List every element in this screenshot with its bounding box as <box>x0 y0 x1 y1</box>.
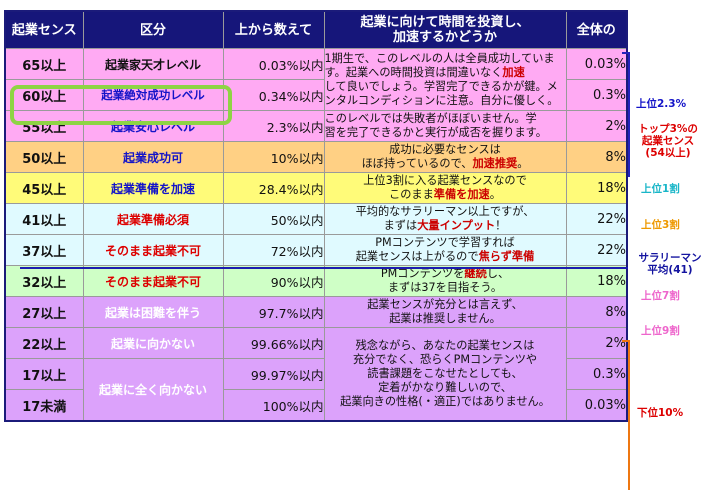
side-top3: トップ3%の 起業センス (54以上) <box>638 123 698 159</box>
count-cell: 0.34%以内 <box>222 79 325 111</box>
header-count: 上から数えて <box>222 10 325 49</box>
whole-cell: 2% <box>565 110 628 142</box>
side-top7: 上位7割 <box>641 290 680 302</box>
whole-cell: 0.3% <box>565 79 628 111</box>
category-cell: 起業安心レベル <box>82 110 224 142</box>
category-cell: 起業は困難を伴う <box>82 296 224 328</box>
score-cell: 65以上 <box>4 48 84 80</box>
side-top3wari: 上位3割 <box>641 219 680 231</box>
score-cell: 41以上 <box>4 203 84 235</box>
category-cell: そのまま起業不可 <box>82 234 224 266</box>
bracket-bottom-line <box>628 340 630 490</box>
count-cell: 97.7%以内 <box>222 296 325 328</box>
table-row: 41以上 起業準備必須 50%以内 平均的なサラリーマン以上ですが、 まずは大量イ… <box>4 203 628 235</box>
category-cell: 起業準備を加速 <box>82 172 224 204</box>
count-cell: 10%以内 <box>222 141 325 173</box>
side-bottom10: 下位10% <box>637 407 684 419</box>
side-top9: 上位9割 <box>641 325 680 337</box>
score-cell: 17未満 <box>4 389 84 422</box>
whole-cell: 2% <box>565 327 628 359</box>
header-row: 起業センス 区分 上から数えて 起業に向けて時間を投資し、 加速するかどうか 全体… <box>4 10 628 49</box>
side-top23: 上位2.3% <box>636 98 687 110</box>
desc-cell: 起業センスが充分とは言えず、 起業は推奨しません。 <box>323 296 567 328</box>
score-cell: 37以上 <box>4 234 84 266</box>
desc-cell: 1期生で、このレベルの人は全員成功していま す。起業への時間投資は間違いなく加速… <box>323 48 567 111</box>
table-row: 22以上 起業に向かない 99.66%以内 残念ながら、あなたの起業センスは 充… <box>4 327 628 422</box>
desc-cell: 平均的なサラリーマン以上ですが、 まずは大量インプット！ <box>323 203 567 235</box>
score-cell: 45以上 <box>4 172 84 204</box>
count-cell: 50%以内 <box>222 203 325 235</box>
whole-cell: 8% <box>565 141 628 173</box>
category-cell: 起業に向かない <box>82 327 224 359</box>
highlight-frame <box>10 85 232 125</box>
score-cell: 50以上 <box>4 141 84 173</box>
side-average: サラリーマン 平均(41) <box>638 252 702 276</box>
table-row: 45以上 起業準備を加速 28.4%以内 上位3割に入る起業センスなので このまま… <box>4 172 628 204</box>
table-row: 17以上 起業に全く向かない 99.97%以内 0.3% <box>4 358 628 422</box>
count-cell: 99.66%以内 <box>222 327 325 359</box>
score-cell: 55以上 <box>4 110 84 142</box>
category-cell: 起業準備必須 <box>82 203 224 235</box>
count-cell: 72%以内 <box>222 234 325 266</box>
whole-cell: 18% <box>565 172 628 204</box>
side-top1: 上位1割 <box>641 183 680 195</box>
header-desc: 起業に向けて時間を投資し、 加速するかどうか <box>323 10 567 49</box>
whole-cell: 8% <box>565 296 628 328</box>
bracket-top-cap <box>622 52 630 54</box>
desc-cell: 残念ながら、あなたの起業センスは 充分でなく、恐らくPMコンテンツや 読書課題を… <box>323 327 567 422</box>
whole-cell: 22% <box>565 234 628 266</box>
desc-cell: 成功に必要なセンスは ほぼ持っているので、加速推奨。 <box>323 141 567 173</box>
sense-table: 起業センス 区分 上から数えて 起業に向けて時間を投資し、 加速するかどうか 全体… <box>4 10 628 422</box>
whole-cell: 22% <box>565 203 628 235</box>
whole-cell: 18% <box>565 265 628 297</box>
desc-cell: 上位3割に入る起業センスなので このまま準備を加速。 <box>323 172 567 204</box>
table-row: 27以上 起業は困難を伴う 97.7%以内 起業センスが充分とは言えず、 起業は推… <box>4 296 628 328</box>
header-category: 区分 <box>82 10 224 49</box>
score-cell: 27以上 <box>4 296 84 328</box>
category-cell: そのまま起業不可 <box>82 265 224 297</box>
score-cell: 32以上 <box>4 265 84 297</box>
table-row: 65以上 起業家天才レベル 0.03%以内 1期生で、このレベルの人は全員成功し… <box>4 48 628 111</box>
average-divider <box>20 267 628 269</box>
count-cell: 90%以内 <box>222 265 325 297</box>
desc-cell: PMコンテンツで学習すれば 起業センスは上がるので焦らず準備 <box>323 234 567 266</box>
count-cell: 2.3%以内 <box>222 110 325 142</box>
whole-cell: 0.03% <box>565 389 628 422</box>
whole-cell: 0.3% <box>565 358 628 390</box>
bracket-top-line <box>628 52 630 177</box>
table-row: 55以上 起業安心レベル 2.3%以内 このレベルでは失敗者がほぼいません。学習… <box>4 110 628 142</box>
table-row: 17未満 100%以内 0.03% <box>4 389 628 422</box>
category-cell: 起業成功可 <box>82 141 224 173</box>
bracket-bottom-cap <box>622 340 630 342</box>
category-cell: 起業に全く向かない <box>82 358 224 422</box>
header-whole: 全体の <box>565 10 628 49</box>
score-cell: 17以上 <box>4 358 84 390</box>
table-row: 37以上 そのまま起業不可 72%以内 PMコンテンツで学習すれば 起業センスは上… <box>4 234 628 266</box>
table-row: 32以上 そのまま起業不可 90%以内 PMコンテンツを継続し、 まずは37を目指… <box>4 265 628 297</box>
desc-cell: PMコンテンツを継続し、 まずは37を目指そう。 <box>323 265 567 297</box>
desc-cell: このレベルでは失敗者がほぼいません。学 習を完了できるかと実行が成否を握ります。 <box>323 110 567 142</box>
category-cell: 起業家天才レベル <box>82 48 224 80</box>
count-cell: 28.4%以内 <box>222 172 325 204</box>
score-cell: 60以上 <box>4 79 84 111</box>
header-score: 起業センス <box>4 10 84 49</box>
whole-cell: 0.03% <box>565 48 628 80</box>
count-cell: 99.97%以内 <box>222 358 325 390</box>
table-row: 60以上 起業絶対成功レベル 0.34%以内 0.3% <box>4 79 628 111</box>
score-cell: 22以上 <box>4 327 84 359</box>
count-cell: 0.03%以内 <box>222 48 325 80</box>
count-cell: 100%以内 <box>222 389 325 422</box>
table-row: 50以上 起業成功可 10%以内 成功に必要なセンスは ほぼ持っているので、加速推… <box>4 141 628 173</box>
